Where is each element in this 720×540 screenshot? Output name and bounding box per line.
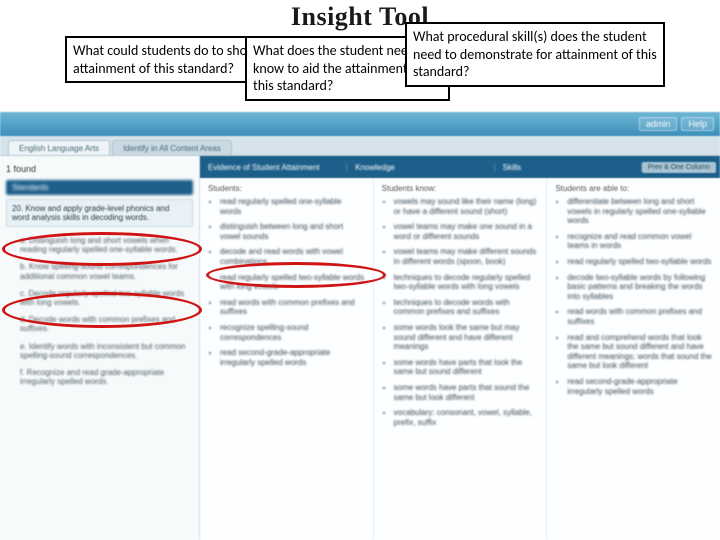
tab-ela[interactable]: English Language Arts [8, 140, 110, 155]
knowledge-list: vowels may sound like their name (long) … [382, 197, 539, 427]
list-item: recognize and read common vowel teams in… [567, 232, 712, 251]
columns: Students: read regularly spelled one-syl… [200, 178, 720, 540]
list-item: read second-grade-appropriate irregularl… [567, 377, 712, 396]
list-item: decode two-syllable words by following b… [567, 273, 712, 302]
list-item: some words have parts that look the same… [394, 358, 539, 377]
list-item: some words have parts that sound the sam… [394, 383, 539, 402]
callout-skills: What procedural skill(s) does the studen… [405, 22, 665, 87]
col-lead: Students: [208, 184, 365, 193]
tab-strip: English Language Arts Identify in All Co… [0, 136, 720, 156]
list-item: techniques to decode words with common p… [394, 298, 539, 317]
standard-main[interactable]: 20. Know and apply grade-level phonics a… [6, 199, 193, 227]
list-item: some words look the same but may sound d… [394, 323, 539, 352]
skills-list: differentiate between long and short vow… [555, 197, 712, 396]
column-headers: Evidence of Student Attainment Knowledge… [200, 156, 720, 178]
list-item: distinguish between long and short vowel… [220, 222, 365, 241]
prev-column-button[interactable]: Prev & One Column [642, 162, 716, 173]
list-item: read words with common prefixes and suff… [220, 298, 365, 317]
col-knowledge: Students know: vowels may sound like the… [374, 178, 548, 540]
col-skills: Students are able to: differentiate betw… [547, 178, 720, 540]
list-item: read regularly spelled one-syllable word… [220, 197, 365, 216]
col-evidence: Students: read regularly spelled one-syl… [200, 178, 374, 540]
list-item: vowel teams may make different sounds in… [394, 247, 539, 266]
list-item: vowels may sound like their name (long) … [394, 197, 539, 216]
list-item: vocabulary: consonant, vowel, syllable, … [394, 408, 539, 427]
col-lead: Students know: [382, 184, 539, 193]
app-window: admin Help English Language Arts Identif… [0, 112, 720, 540]
col-header-knowledge: Knowledge [347, 163, 494, 172]
col-header-skills: Skills [495, 163, 642, 172]
tab-all-content[interactable]: Identify in All Content Areas [112, 140, 232, 155]
standards-panel: 1 found Standards 20. Know and apply gra… [0, 156, 200, 540]
col-lead: Students are able to: [555, 184, 712, 193]
found-count: 1 found [6, 164, 193, 174]
standard-sub[interactable]: d. Decode words with common prefixes and… [6, 312, 193, 336]
list-item: read second-grade-appropriate irregularl… [220, 348, 365, 367]
list-item: read words with common prefixes and suff… [567, 307, 712, 326]
list-item: read regularly spelled two-syllable word… [567, 257, 712, 267]
col-header-evidence: Evidence of Student Attainment [200, 163, 347, 172]
list-item: recognize spelling-sound correspondences [220, 323, 365, 342]
right-area: Evidence of Student Attainment Knowledge… [200, 156, 720, 540]
standard-sub[interactable]: c. Decode regularly spelled two-syllable… [6, 286, 193, 310]
list-item: read and comprehend words that look the … [567, 333, 712, 371]
evidence-list: read regularly spelled one-syllable word… [208, 197, 365, 367]
list-item: read regularly spelled two-syllable word… [220, 273, 365, 292]
list-item: techniques to decode regularly spelled t… [394, 273, 539, 292]
list-item: differentiate between long and short vow… [567, 197, 712, 226]
standards-header: Standards [6, 180, 193, 195]
standard-sub[interactable]: a. Distinguish long and short vowels whe… [6, 233, 193, 257]
admin-button[interactable]: admin [639, 117, 678, 131]
content-area: 1 found Standards 20. Know and apply gra… [0, 156, 720, 540]
standard-sub[interactable]: f. Recognize and read grade-appropriate … [6, 365, 193, 389]
list-item: vowel teams may make one sound in a word… [394, 222, 539, 241]
list-item: decode and read words with vowel combina… [220, 247, 365, 266]
topbar: admin Help [0, 112, 720, 136]
help-button[interactable]: Help [681, 117, 714, 131]
standard-sub[interactable]: e. Identify words with inconsistent but … [6, 339, 193, 363]
callouts-group: What could students do to show attainmen… [65, 30, 665, 120]
standard-sub[interactable]: b. Know spelling-sound correspondences f… [6, 259, 193, 283]
